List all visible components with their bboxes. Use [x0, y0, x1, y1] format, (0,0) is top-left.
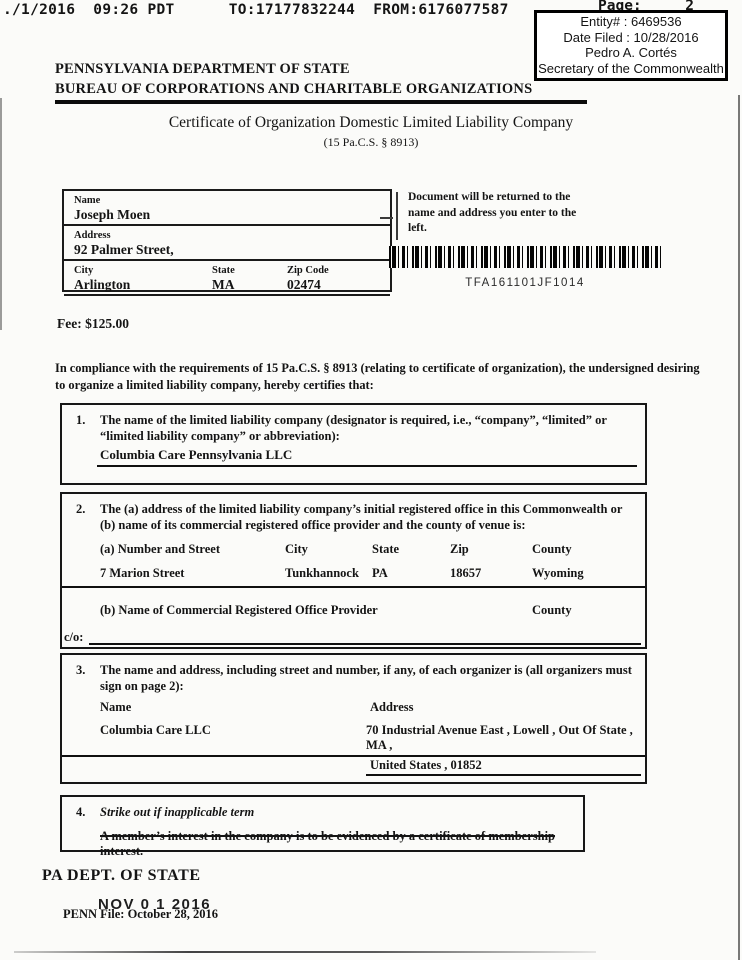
organizer-name-value: Columbia Care LLC — [100, 723, 211, 737]
street-value: 7 Marion Street — [100, 566, 185, 580]
section-4-prompt: Strike out if inapplicable term — [100, 805, 255, 819]
section-3-prompt: The name and address, including street a… — [100, 663, 632, 693]
document-title: Certificate of Organization Domestic Lim… — [168, 114, 574, 131]
scan-edge-artifact — [0, 98, 2, 330]
secretary-title: Secretary of the Commonwealth — [538, 60, 724, 76]
registered-office-headers: (a) Number and Street City State Zip Cou… — [100, 542, 637, 557]
street-header: (a) Number and Street — [100, 542, 221, 556]
section-3-organizers: 3. The name and address, including stree… — [60, 653, 647, 784]
section-3-number: 3. — [76, 663, 86, 677]
county-value: Wyoming — [532, 566, 584, 580]
organizer-values: Columbia Care LLC 70 Industrial Avenue E… — [100, 723, 641, 753]
address-label: Address — [74, 230, 111, 241]
city-state-zip-values: Arlington MA 02474 — [64, 277, 390, 296]
agency-line1: PENNSYLVANIA DEPARTMENT OF STATE — [55, 61, 350, 77]
registered-office-values: 7 Marion Street Tunkhannock PA 18657 Wyo… — [100, 566, 637, 581]
section-1-number: 1. — [76, 413, 86, 427]
return-instructions: Document will be returned to the name an… — [408, 191, 577, 234]
care-of-label: c/o: — [64, 630, 84, 644]
filing-stamp-box: Entity# : 6469536 Date Filed : 10/28/201… — [534, 10, 728, 81]
pa-dept-of-state-stamp: PA DEPT. OF STATE — [42, 867, 201, 884]
secretary-name: Pedro A. Cortés — [585, 45, 677, 60]
city-state-zip-labels: City State Zip Code — [64, 261, 390, 277]
city-label: City — [74, 265, 94, 276]
entity-number: Entity# : 6469536 — [580, 14, 682, 29]
state-header: State — [372, 542, 400, 556]
state-value: PA — [372, 566, 388, 580]
zip-label: Zip Code — [287, 265, 329, 276]
organizer-address-value: 70 Industrial Avenue East , Lowell , Out… — [366, 723, 633, 752]
name-label: Name — [74, 195, 101, 206]
section-2-registered-office: 2. The (a) address of the limited liabil… — [60, 492, 647, 649]
organizer-headers: Name Address — [100, 700, 639, 715]
section-4-number: 4. — [76, 805, 86, 819]
scan-edge-artifact — [738, 95, 740, 960]
fill-in-rule — [62, 586, 645, 588]
address-value: 92 Palmer Street, — [64, 242, 390, 261]
section-1-company-name: 1. The name of the limited liability com… — [60, 403, 647, 485]
barcode-text: TFA161101JF1014 — [465, 277, 585, 289]
city-value: Tunkhannock — [285, 566, 359, 580]
city-header: City — [285, 542, 308, 556]
section-2-prompt: The (a) address of the limited liability… — [100, 502, 623, 532]
name-value: Joseph Moen — [64, 207, 390, 226]
zip-value: 18657 — [450, 566, 482, 580]
scan-corner-mark — [396, 192, 398, 240]
fax-transmission-header: ./1/2016 09:26 PDT TO:17177832244 FROM:6… — [3, 2, 509, 18]
organizer-address-value-line2: United States , 01852 — [366, 757, 641, 776]
provider-label: (b) Name of Commercial Registered Office… — [100, 603, 378, 617]
city-value: Arlington — [74, 277, 131, 292]
zip-value: 02474 — [287, 277, 321, 292]
state-label: State — [212, 265, 235, 276]
received-date-stamp: NOV 0 1 2016 — [98, 896, 212, 913]
compliance-paragraph: In compliance with the requirements of 1… — [55, 361, 700, 392]
barcode — [389, 246, 661, 268]
fill-in-rule — [89, 628, 641, 645]
commercial-provider-row: (b) Name of Commercial Registered Office… — [100, 603, 637, 618]
company-name-value: Columbia Care Pennsylvania LLC — [100, 447, 293, 462]
date-filed: Date Filed : 10/28/2016 — [563, 29, 699, 45]
care-of-row: c/o: — [62, 628, 641, 645]
zip-header: Zip — [450, 542, 469, 556]
fee-line: Fee: $125.00 — [57, 316, 129, 331]
penn-file-line: PENN File: October 28, 2016 — [63, 907, 218, 921]
provider-county-header: County — [532, 603, 572, 617]
organizer-address-header: Address — [370, 700, 414, 714]
return-address-box: Name Joseph Moen Address 92 Palmer Stree… — [62, 189, 392, 296]
organizer-name-header: Name — [100, 700, 132, 714]
fill-in-rule — [97, 465, 637, 467]
section-1-prompt: The name of the limited liability compan… — [100, 413, 607, 443]
scan-artifact-line — [14, 951, 596, 953]
section-4-strike-out: 4. Strike out if inapplicable term A mem… — [60, 795, 585, 858]
statute-reference: (15 Pa.C.S. § 8913) — [323, 135, 419, 149]
state-value: MA — [212, 277, 235, 292]
header-rule — [55, 100, 587, 104]
county-header: County — [532, 542, 572, 556]
section-2-number: 2. — [76, 502, 86, 516]
agency-header: PENNSYLVANIA DEPARTMENT OF STATE BUREAU … — [55, 60, 532, 99]
scan-corner-mark — [380, 217, 393, 219]
document-title-block: Certificate of Organization Domestic Lim… — [0, 114, 742, 150]
struck-out-clause: A member’s interest in the company is to… — [100, 829, 556, 858]
agency-line2: BUREAU OF CORPORATIONS AND CHARITABLE OR… — [55, 80, 533, 97]
fill-in-rule — [62, 755, 645, 757]
